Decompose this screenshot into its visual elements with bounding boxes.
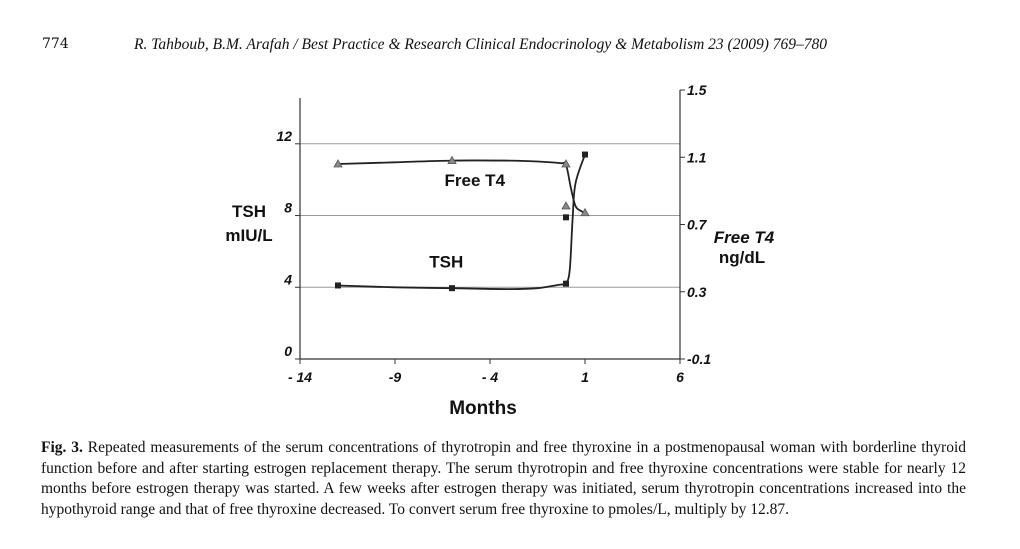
x-tick-label: 1 <box>581 369 589 385</box>
free-t4-point <box>447 155 457 165</box>
right-tick-label: 0.7 <box>687 217 708 233</box>
page-number: 774 <box>42 36 69 52</box>
tsh-point <box>335 282 341 289</box>
free-t4-line <box>337 159 586 214</box>
tsh-point <box>582 151 588 158</box>
caption-text: Repeated measurements of the serum conce… <box>41 439 967 518</box>
x-tick-label: 6 <box>676 369 684 385</box>
figure-label: Fig. 3. <box>41 439 83 456</box>
free-t4-point <box>580 207 590 217</box>
series-label-tsh: TSH <box>429 253 463 272</box>
right-tick-label: 1.5 <box>687 82 707 98</box>
figure-caption: Fig. 3. Repeated measurements of the ser… <box>41 438 966 520</box>
left-tick-label: 8 <box>284 200 292 216</box>
series-lines <box>337 154 586 291</box>
right-tick-label: -0.1 <box>687 351 711 367</box>
axes <box>295 89 685 364</box>
free-t4-point <box>333 159 343 168</box>
x-tick-label: - 4 <box>482 369 499 385</box>
tsh-point <box>563 214 569 221</box>
page-header: 774 R. Tahboub, B.M. Arafah / Best Pract… <box>42 36 942 58</box>
left-tick-label: 4 <box>283 271 292 287</box>
tsh-free-t4-chart: 0 4 8 12 -0.1 0.3 0.7 1.1 1.5 - 14 -9 - 4 1 6 TSH Free… <box>225 82 774 419</box>
free-t4-point <box>561 201 571 210</box>
x-tick-label: - 14 <box>288 369 312 385</box>
y2-axis-label-line-2: ng/dL <box>719 248 765 267</box>
tick-labels: 0 4 8 12 -0.1 0.3 0.7 1.1 1.5 - 14 -9 - 4 1 6 <box>276 82 711 385</box>
series-markers <box>333 151 590 292</box>
free-t4-point <box>561 159 571 168</box>
y2-axis-label-line-1: Free T4 <box>714 228 775 247</box>
y-axis-label-line-1: TSH <box>232 202 266 221</box>
x-tick-label: -9 <box>389 369 402 385</box>
tsh-point <box>449 285 455 292</box>
left-tick-label: 12 <box>276 128 292 144</box>
tsh-line <box>337 154 586 291</box>
left-tick-label: 0 <box>284 343 292 359</box>
x-axis-label: Months <box>449 398 517 419</box>
series-label-free-t4: Free T4 <box>445 171 506 190</box>
running-head: R. Tahboub, B.M. Arafah / Best Practice … <box>134 36 827 53</box>
y-axis-label-line-2: mIU/L <box>225 226 272 245</box>
right-tick-label: 0.3 <box>687 284 707 300</box>
gridlines <box>300 143 680 288</box>
right-tick-label: 1.1 <box>687 149 707 165</box>
tsh-point <box>563 280 569 287</box>
